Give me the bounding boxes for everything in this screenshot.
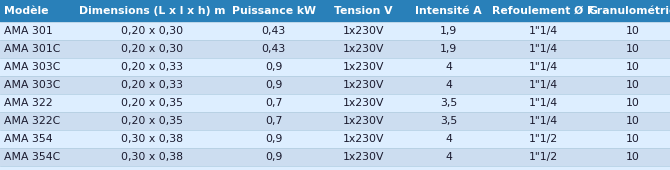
Text: 1x230V: 1x230V	[343, 152, 385, 162]
Text: 10: 10	[626, 134, 640, 144]
Text: Dimensions (L x l x h) m: Dimensions (L x l x h) m	[79, 6, 225, 16]
Text: 10: 10	[626, 44, 640, 54]
Text: 4: 4	[445, 80, 452, 90]
Text: 0,20 x 0,33: 0,20 x 0,33	[121, 80, 183, 90]
Text: 1x230V: 1x230V	[343, 98, 385, 108]
Text: 1"1/2: 1"1/2	[529, 134, 558, 144]
Text: 0,20 x 0,33: 0,20 x 0,33	[121, 62, 183, 72]
Text: 0,20 x 0,30: 0,20 x 0,30	[121, 44, 183, 54]
Text: 1,9: 1,9	[440, 26, 457, 36]
Bar	[0, 112, 670, 130]
Text: AMA 301: AMA 301	[4, 26, 53, 36]
Text: 0,9: 0,9	[265, 134, 282, 144]
Text: AMA 354: AMA 354	[4, 134, 53, 144]
Text: Modèle: Modèle	[4, 6, 48, 16]
Bar	[0, 0, 670, 22]
Text: 1x230V: 1x230V	[343, 134, 385, 144]
Text: 1x230V: 1x230V	[343, 26, 385, 36]
Bar	[0, 76, 670, 94]
Text: Granulométrie: Granulométrie	[589, 6, 670, 16]
Bar	[0, 130, 670, 148]
Text: 0,43: 0,43	[261, 26, 285, 36]
Text: 10: 10	[626, 62, 640, 72]
Text: 10: 10	[626, 98, 640, 108]
Bar	[0, 166, 670, 170]
Text: AMA 322: AMA 322	[4, 98, 53, 108]
Bar	[0, 22, 670, 40]
Text: 0,43: 0,43	[261, 44, 285, 54]
Text: 0,20 x 0,30: 0,20 x 0,30	[121, 26, 183, 36]
Text: 3,5: 3,5	[440, 98, 457, 108]
Text: 1"1/4: 1"1/4	[529, 44, 558, 54]
Text: 3,5: 3,5	[440, 116, 457, 126]
Text: Puissance kW: Puissance kW	[232, 6, 316, 16]
Text: 10: 10	[626, 80, 640, 90]
Text: 1"1/4: 1"1/4	[529, 80, 558, 90]
Text: AMA 303C: AMA 303C	[4, 80, 60, 90]
Text: 0,7: 0,7	[265, 98, 282, 108]
Text: 4: 4	[445, 62, 452, 72]
Text: 10: 10	[626, 116, 640, 126]
Text: AMA 303C: AMA 303C	[4, 62, 60, 72]
Text: 1x230V: 1x230V	[343, 80, 385, 90]
Text: 1,9: 1,9	[440, 44, 457, 54]
Text: AMA 354C: AMA 354C	[4, 152, 60, 162]
Text: 0,7: 0,7	[265, 116, 282, 126]
Bar	[0, 58, 670, 76]
Text: AMA 301C: AMA 301C	[4, 44, 60, 54]
Text: 1x230V: 1x230V	[343, 44, 385, 54]
Text: 1x230V: 1x230V	[343, 116, 385, 126]
Text: 1"1/4: 1"1/4	[529, 62, 558, 72]
Text: 1"1/4: 1"1/4	[529, 26, 558, 36]
Bar	[0, 148, 670, 166]
Text: 0,9: 0,9	[265, 80, 282, 90]
Text: 0,30 x 0,38: 0,30 x 0,38	[121, 152, 183, 162]
Text: 0,9: 0,9	[265, 152, 282, 162]
Text: 0,30 x 0,38: 0,30 x 0,38	[121, 134, 183, 144]
Text: 0,9: 0,9	[265, 62, 282, 72]
Text: 10: 10	[626, 26, 640, 36]
Text: Tension V: Tension V	[334, 6, 393, 16]
Bar	[0, 40, 670, 58]
Bar	[0, 94, 670, 112]
Text: Intensité A: Intensité A	[415, 6, 482, 16]
Text: 1"1/4: 1"1/4	[529, 116, 558, 126]
Text: AMA 322C: AMA 322C	[4, 116, 60, 126]
Text: 1"1/4: 1"1/4	[529, 98, 558, 108]
Text: 10: 10	[626, 152, 640, 162]
Text: 4: 4	[445, 152, 452, 162]
Text: 4: 4	[445, 134, 452, 144]
Text: 1x230V: 1x230V	[343, 62, 385, 72]
Text: 0,20 x 0,35: 0,20 x 0,35	[121, 116, 183, 126]
Text: 0,20 x 0,35: 0,20 x 0,35	[121, 98, 183, 108]
Text: 1"1/2: 1"1/2	[529, 152, 558, 162]
Text: Refoulement Ø F: Refoulement Ø F	[492, 6, 595, 16]
